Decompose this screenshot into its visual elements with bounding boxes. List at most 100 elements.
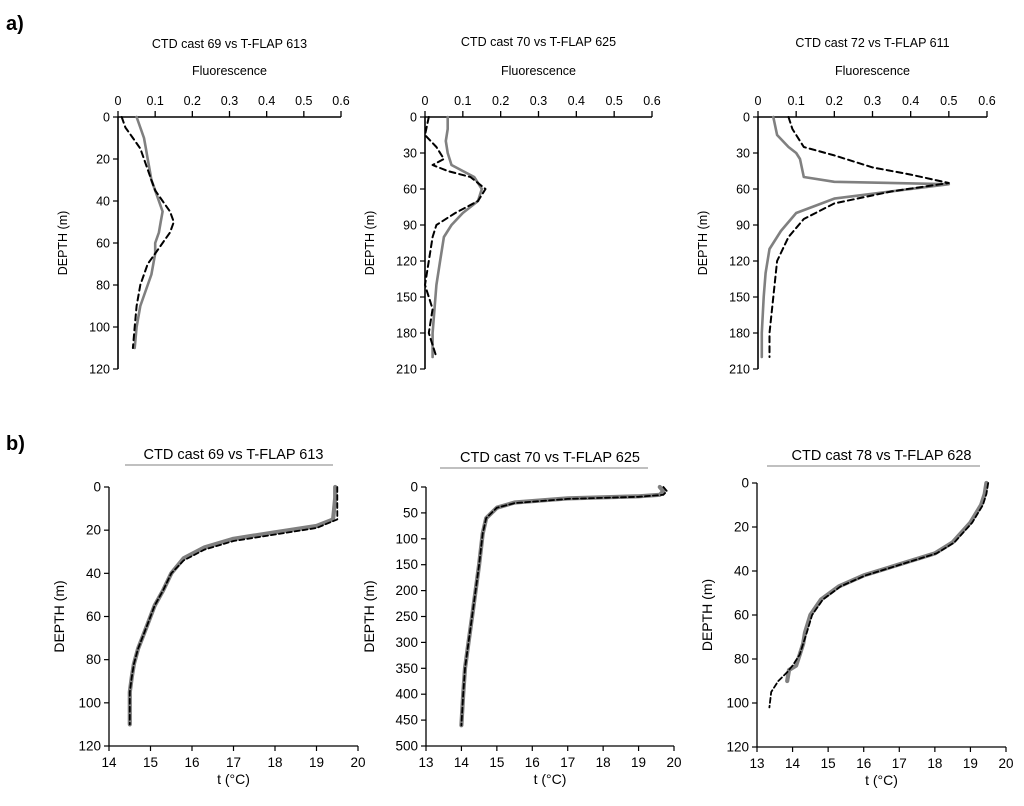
chart-title: CTD cast 70 vs T-FLAP 625 [461,35,616,49]
y-tick-label: 120 [78,739,101,754]
series-line-ctd [459,484,666,728]
y-axis-label: DEPTH (m) [56,211,70,276]
chart-4: CTD cast 69 vs T-FLAP 613 14 15 16 17 18 19 20 0… [51,447,366,787]
y-axis-label: DEPTH (m) [51,580,67,652]
series-line-t-flap [128,486,339,726]
y-tick-label: 120 [729,255,750,269]
x-tick-label: 0.6 [332,94,349,108]
y-tick-label: 210 [396,363,417,377]
y-tick-label: 100 [78,695,101,710]
series-line-t-flap [768,116,950,358]
x-tick-label: 0.2 [826,94,843,108]
y-tick-label: 50 [403,505,418,520]
y-tick-label: 100 [89,321,110,335]
y-tick-label: 0 [103,111,110,125]
y-tick-label: 150 [729,291,750,305]
y-tick-label: 180 [729,327,750,341]
y-tick-label: 40 [86,566,101,581]
x-tick-label: 0.5 [295,94,312,108]
y-tick-label: 120 [396,255,417,269]
y-axis-label: DEPTH (m) [699,579,715,651]
chart-5: CTD cast 70 vs T-FLAP 625 13 14 15 16 17 18 19 2… [361,450,682,787]
x-tick-label: 20 [666,755,681,770]
chart-title: CTD cast 70 vs T-FLAP 625 [460,450,640,466]
chart-2: CTD cast 70 vs T-FLAP 625 0 0.1 0.2 0.3 0.4 0.… [363,35,661,377]
x-tick-label: 0.6 [978,94,995,108]
x-tick-label: 18 [927,756,942,771]
chart-1: CTD cast 69 vs T-FLAP 613 0 0.1 0.2 0.3 0.4 0.… [56,37,350,377]
x-tick-label: 17 [226,755,241,770]
y-tick-label: 400 [395,687,418,702]
y-tick-label: 0 [741,476,749,491]
x-axis-label: t (°C) [534,771,567,787]
x-tick-label: 13 [418,755,433,770]
x-tick-label: 20 [998,756,1013,771]
x-tick-label: 0.2 [184,94,201,108]
series-line-t-flap [120,116,175,349]
series-line-ctd [133,115,164,350]
x-tick-label: 18 [267,755,282,770]
x-tick-label: 0.5 [940,94,957,108]
y-tick-label: 0 [410,111,417,125]
y-tick-label: 80 [96,279,110,293]
x-tick-label: 13 [749,756,764,771]
x-tick-label: 18 [596,755,611,770]
x-tick-label: 0.4 [568,94,585,108]
y-axis-label: DEPTH (m) [361,580,377,652]
series-line-ctd [431,115,484,359]
x-tick-label: 16 [525,755,540,770]
y-tick-label: 40 [96,195,110,209]
series-line-t-flap [424,116,487,358]
x-axis-label: Fluorescence [501,64,576,78]
y-tick-label: 100 [395,531,418,546]
y-tick-label: 120 [726,740,749,755]
series-line-ctd [785,480,989,684]
y-tick-label: 80 [734,652,749,667]
x-tick-label: 0.3 [221,94,238,108]
y-tick-label: 200 [395,583,418,598]
y-tick-label: 60 [734,608,749,623]
y-axis-label: DEPTH (m) [696,211,710,276]
x-tick-label: 19 [631,755,646,770]
x-tick-label: 0.4 [902,94,919,108]
y-axis-label: DEPTH (m) [363,211,377,276]
x-tick-label: 16 [856,756,871,771]
chart-3: CTD cast 72 vs T-FLAP 611 0 0.1 0.2 0.3 0.4 0.… [696,36,996,377]
y-tick-label: 30 [403,147,417,161]
y-tick-label: 210 [729,363,750,377]
x-tick-label: 0.3 [530,94,547,108]
y-tick-label: 300 [395,635,418,650]
x-axis-label: t (°C) [865,772,898,788]
x-tick-label: 0.1 [787,94,804,108]
charts: CTD cast 69 vs T-FLAP 613 0 0.1 0.2 0.3 0.4 0.… [51,35,1014,788]
y-tick-label: 90 [736,219,750,233]
x-tick-label: 14 [785,756,801,771]
y-tick-label: 90 [403,219,417,233]
x-tick-label: 0.1 [454,94,471,108]
chart-6: CTD cast 78 vs T-FLAP 628 13 14 15 16 17 18 19 2… [699,448,1014,788]
x-tick-label: 15 [821,756,836,771]
x-tick-label: 14 [454,755,470,770]
x-tick-label: 0.6 [643,94,660,108]
y-tick-label: 40 [734,564,749,579]
y-tick-label: 30 [736,147,750,161]
x-tick-label: 0 [422,94,429,108]
y-tick-label: 0 [410,480,418,495]
x-tick-label: 15 [489,755,504,770]
y-tick-label: 60 [403,183,417,197]
series-line-t-flap [460,486,668,727]
y-tick-label: 80 [86,652,101,667]
x-tick-label: 16 [184,755,199,770]
y-tick-label: 100 [726,696,749,711]
series-line-ctd [760,115,951,359]
x-tick-label: 0.1 [146,94,163,108]
y-tick-label: 20 [96,153,110,167]
chart-title: CTD cast 69 vs T-FLAP 613 [144,447,324,463]
x-tick-label: 14 [101,755,117,770]
series-line-t-flap [768,482,990,709]
panel-label-a: a) [6,13,24,35]
y-tick-label: 20 [734,520,749,535]
panel-label-b: b) [6,433,25,455]
x-tick-label: 0 [755,94,762,108]
